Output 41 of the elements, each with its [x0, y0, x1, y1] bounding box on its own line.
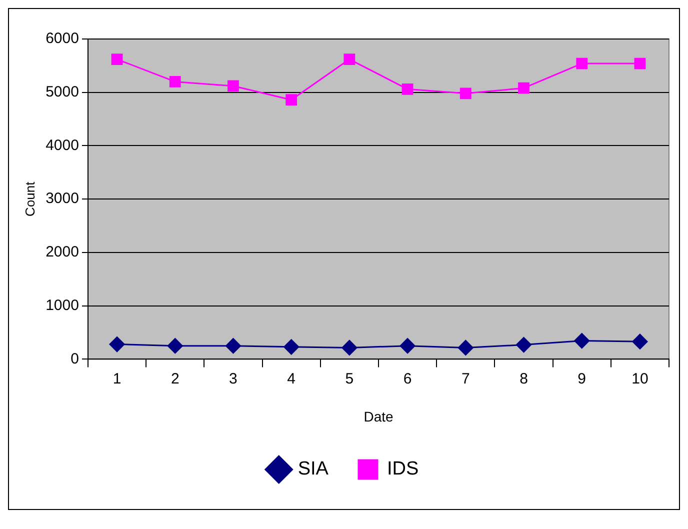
x-tick-label: 1 [112, 370, 122, 388]
point [286, 94, 298, 106]
x-tick-label: 2 [170, 370, 180, 388]
point [460, 88, 472, 100]
y-tick-label: 0 [70, 350, 79, 368]
point [518, 82, 530, 94]
x-tick-label: 5 [345, 370, 354, 388]
y-tick-label: 5000 [46, 84, 79, 101]
x-tick-label: 8 [520, 370, 528, 388]
x-tick-label: 3 [229, 370, 238, 388]
y-axis-title: Count [22, 181, 38, 216]
legend-label: IDS [386, 458, 419, 480]
legend-label: SIA [298, 458, 329, 480]
point [167, 338, 183, 354]
point [228, 80, 239, 92]
point [342, 340, 358, 356]
x-tick-label: 7 [461, 370, 470, 388]
point [458, 340, 474, 356]
y-tick-label: 6000 [46, 30, 79, 48]
point [574, 333, 590, 349]
y-tick-label: 1000 [46, 296, 79, 314]
y-tick-label: 4000 [46, 136, 79, 154]
point [109, 336, 125, 352]
x-tick-label: 9 [578, 370, 586, 388]
point [169, 76, 181, 88]
point [400, 338, 416, 354]
point [344, 54, 356, 65]
x-tick-label: 10 [632, 370, 648, 388]
y-tick-label: 2000 [46, 244, 79, 261]
point [225, 338, 241, 354]
y-tick-label: 3000 [46, 190, 79, 208]
point [576, 58, 588, 70]
point [402, 83, 414, 95]
point [284, 339, 300, 355]
point [632, 334, 648, 350]
point [111, 54, 123, 65]
x-tick-label: 4 [287, 370, 296, 388]
x-tick-label: 6 [403, 370, 412, 388]
point [516, 337, 532, 353]
x-axis-title: Date [364, 408, 394, 424]
point [634, 58, 646, 70]
